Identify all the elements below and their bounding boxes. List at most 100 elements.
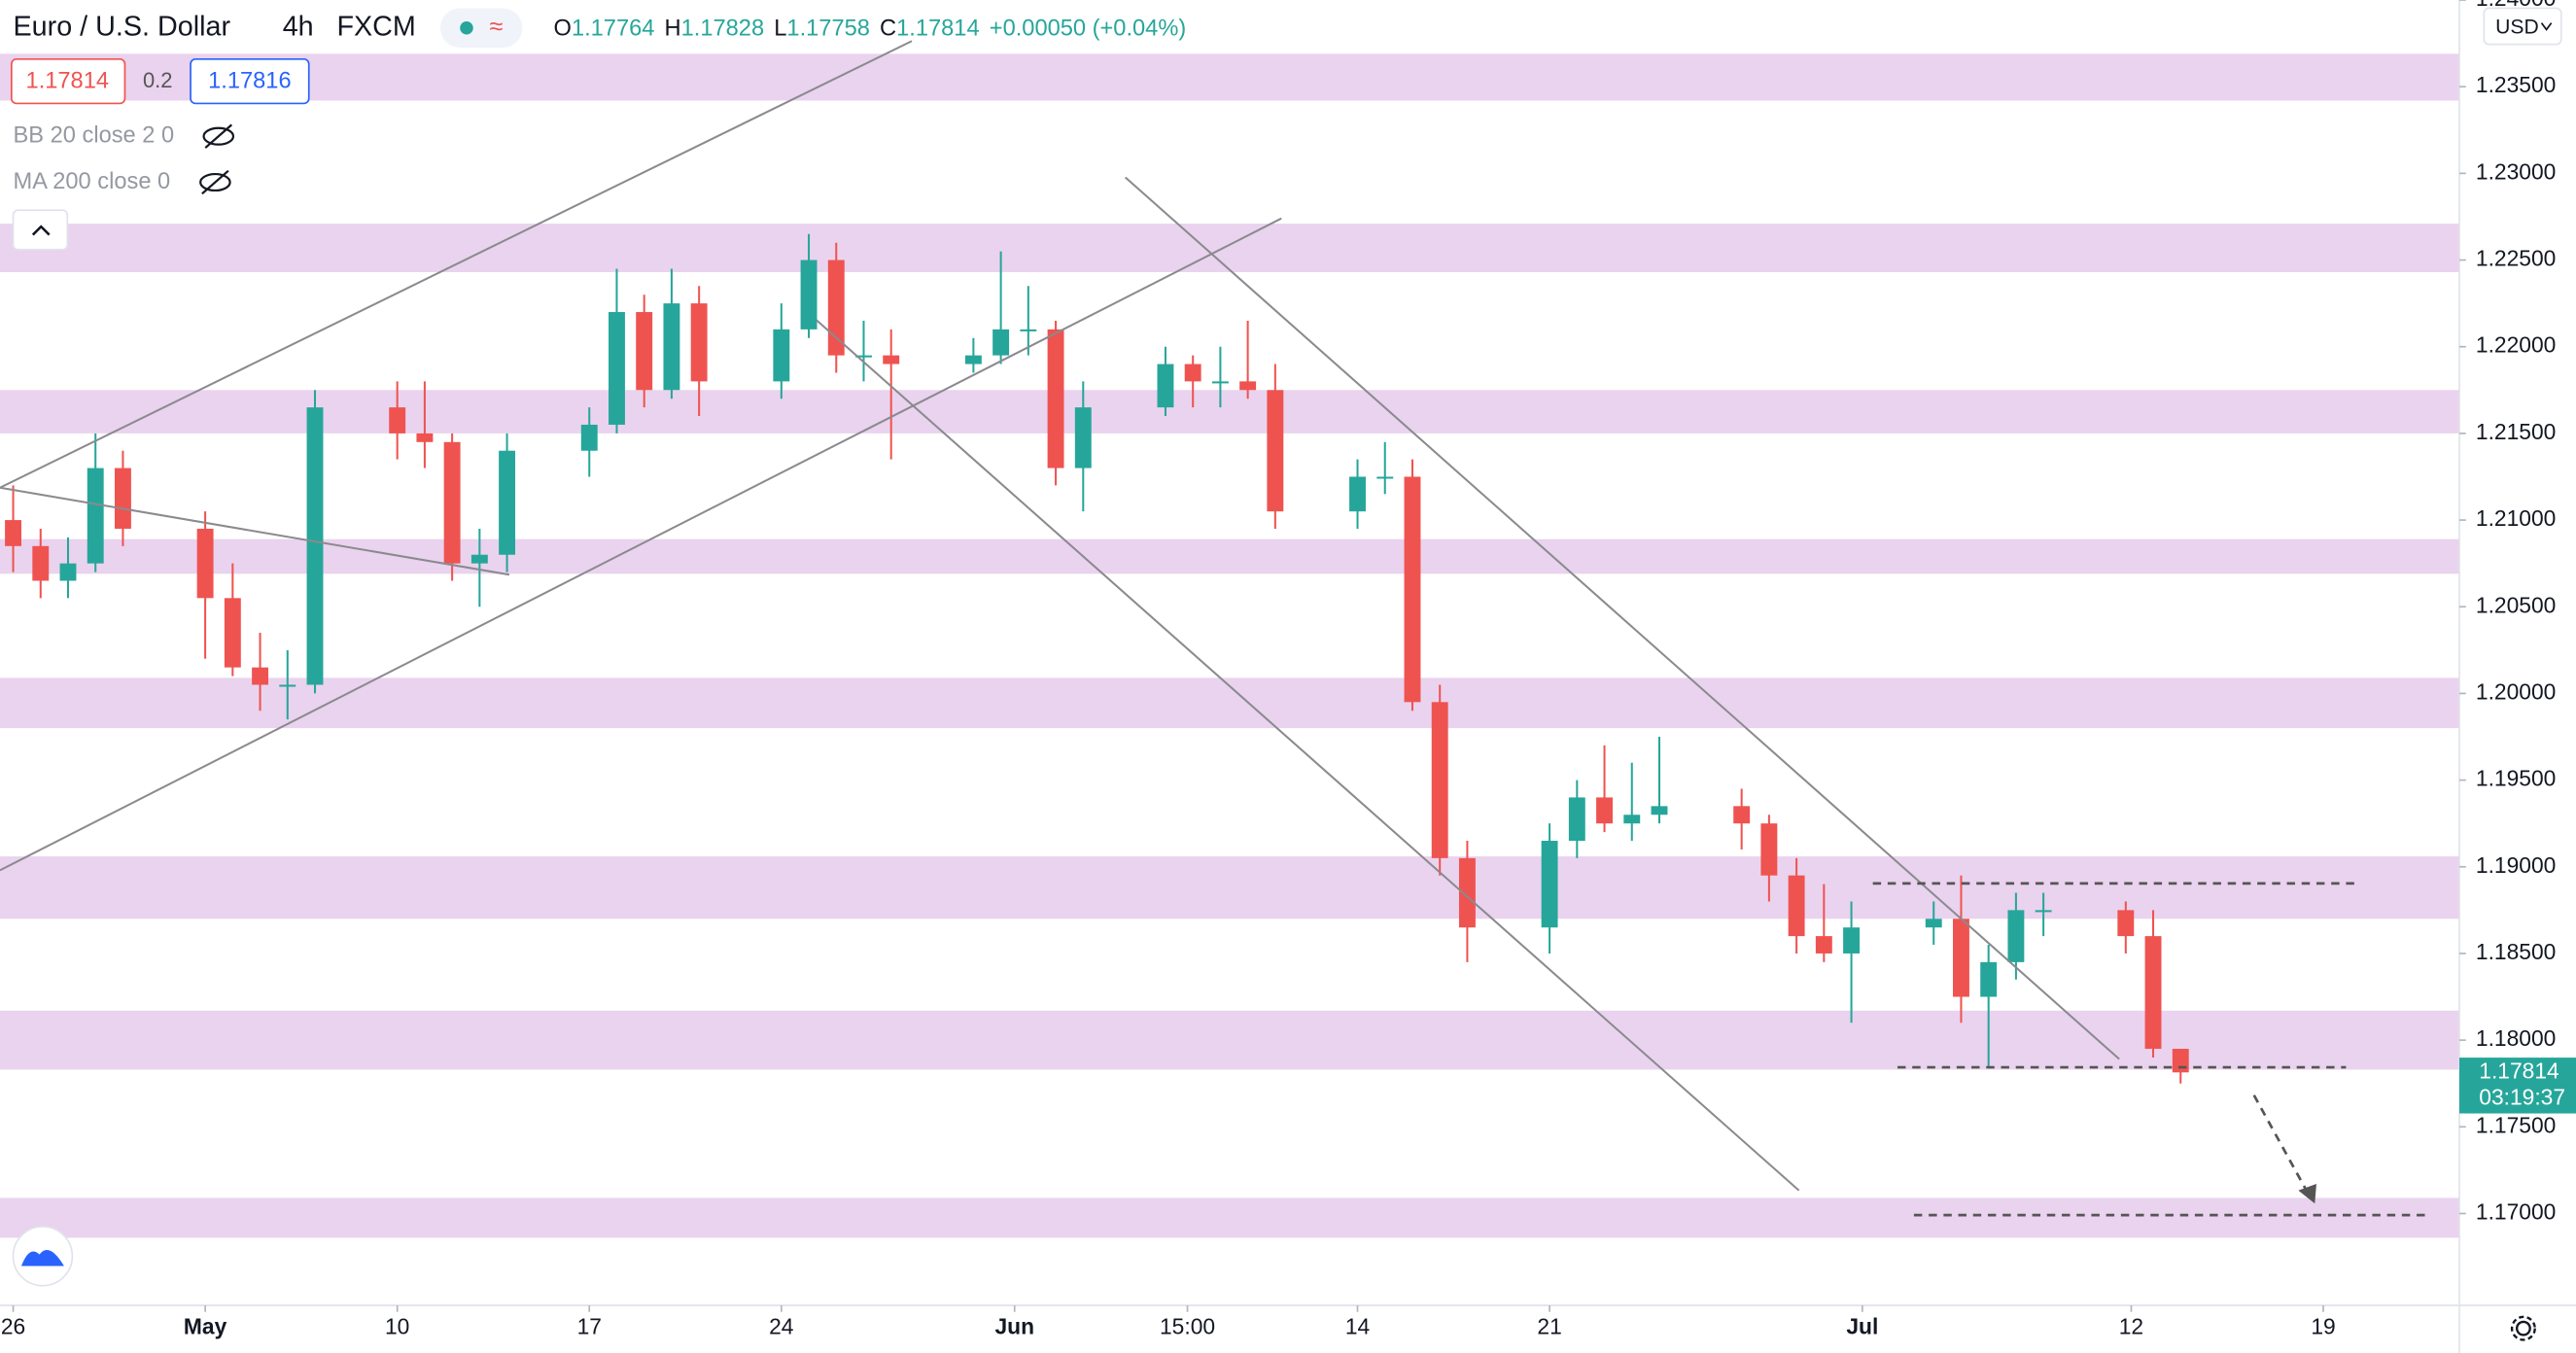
candle-body [1211, 381, 1229, 384]
candle-body [1925, 919, 1942, 928]
change: +0.00050 (+0.04%) [990, 17, 1186, 42]
bid: 1.17814 [26, 69, 109, 94]
y-tick-label: 1.22500 [2476, 246, 2556, 271]
candle-body [416, 433, 434, 442]
candle-body [1376, 476, 1394, 479]
candle-body [1760, 823, 1778, 876]
y-tick-label: 1.19000 [2476, 852, 2556, 878]
trend-line [1125, 176, 2120, 1060]
y-tick-label: 1.19500 [2476, 766, 2556, 791]
collapse-button[interactable] [12, 209, 69, 251]
candle-body [636, 312, 653, 391]
ohlc-key: O [554, 17, 572, 42]
y-tick-label: 1.21000 [2476, 505, 2556, 531]
candle-body [389, 407, 406, 434]
candle-body [59, 563, 77, 581]
candle-body [800, 260, 818, 330]
zone [0, 1010, 2460, 1070]
x-tick-label: 21 [1537, 1314, 1561, 1339]
symbol: Euro / U.S. Dollar [14, 11, 231, 42]
indicator: MA 200 close 0 [14, 169, 171, 194]
settings-icon[interactable] [2510, 1315, 2536, 1341]
zone [0, 856, 2460, 919]
candle-body [196, 528, 214, 599]
ohlc-value: 1.17764 [572, 17, 654, 42]
candle-body [2035, 910, 2052, 913]
candle-body [1815, 936, 1832, 954]
currency-button[interactable] [2483, 7, 2562, 46]
zone [0, 390, 2460, 434]
candle-body [2144, 936, 2162, 1050]
candle-body [1431, 702, 1448, 858]
candle-body [306, 407, 324, 685]
candle-body [1953, 919, 1969, 997]
ask: 1.17816 [208, 69, 291, 94]
candle-body [470, 554, 488, 564]
x-tick-label: 24 [769, 1314, 794, 1339]
x-tick-label: May [184, 1314, 227, 1339]
chevron [31, 225, 51, 236]
countdown: 03:19:37 [2479, 1084, 2565, 1109]
trend-line [816, 319, 1800, 1192]
candle-body [443, 441, 461, 564]
x-tick-label: 15:00 [1160, 1314, 1215, 1339]
x-tick-label: 14 [1345, 1314, 1371, 1339]
y-tick-label: 1.21500 [2476, 419, 2556, 444]
candle-body [1267, 390, 1284, 512]
chevron [2540, 22, 2553, 31]
candle-body [1568, 797, 1585, 842]
candle-body [580, 424, 598, 451]
ohlc: O1.17764 H1.17828 L1.17758 C1.17814 +0.00050… [554, 17, 1187, 42]
x-tick-label: Jul [1846, 1314, 1878, 1339]
candle-body [1980, 961, 1998, 997]
candle-body [827, 260, 845, 356]
candle-body [992, 329, 1010, 356]
candle-body [663, 303, 680, 391]
last-price: 1.17814 [2479, 1058, 2559, 1083]
candle-body [690, 303, 708, 382]
ohlc-key: C [880, 17, 896, 42]
status-pill[interactable] [439, 8, 523, 48]
y-tick-label: 1.17000 [2476, 1199, 2556, 1225]
y-tick-label: 1.20500 [2476, 592, 2556, 617]
candle-body [252, 667, 269, 685]
candle-body [1843, 927, 1861, 954]
candle-body [1733, 806, 1751, 824]
x-tick-label: 26 [1, 1314, 25, 1339]
candle-body [773, 329, 790, 382]
x-tick-label: Jun [994, 1314, 1034, 1339]
exchange: FXCM [336, 11, 415, 42]
ohlc-key: H [665, 17, 681, 42]
candle-body [224, 598, 241, 668]
candle-body [1349, 476, 1366, 512]
currency: USD [2495, 16, 2539, 38]
candle-body [1596, 797, 1613, 824]
zone [0, 1197, 2460, 1238]
y-tick-label: 1.23500 [2476, 72, 2556, 97]
candle-body [1458, 857, 1476, 928]
y-tick-label: 1.23000 [2476, 158, 2556, 184]
hidden-icon[interactable] [199, 123, 235, 195]
candle-body [1788, 875, 1805, 937]
bid-box[interactable] [10, 57, 126, 105]
candle-body [1074, 407, 1092, 468]
zone [0, 224, 2460, 273]
ohlc-value: 1.17814 [896, 17, 979, 42]
candle-body [1239, 381, 1257, 391]
candle-body [1020, 329, 1037, 331]
trend-line [0, 40, 913, 489]
ohlc-value: 1.17828 [681, 17, 764, 42]
candle-body [114, 468, 131, 529]
y-tick-label: 1.18500 [2476, 939, 2556, 964]
arrow-head [2298, 1184, 2316, 1204]
candle-body [279, 684, 296, 687]
ohlc-value: 1.17758 [786, 17, 869, 42]
candle-body [609, 312, 625, 425]
candle-body [1541, 841, 1558, 928]
x-tick-label: 19 [2311, 1314, 2335, 1339]
candle-body [855, 355, 872, 358]
ask-box[interactable] [190, 57, 310, 105]
candle-body [499, 450, 516, 555]
candle-body [2172, 1049, 2189, 1073]
trend-line [0, 217, 1282, 872]
